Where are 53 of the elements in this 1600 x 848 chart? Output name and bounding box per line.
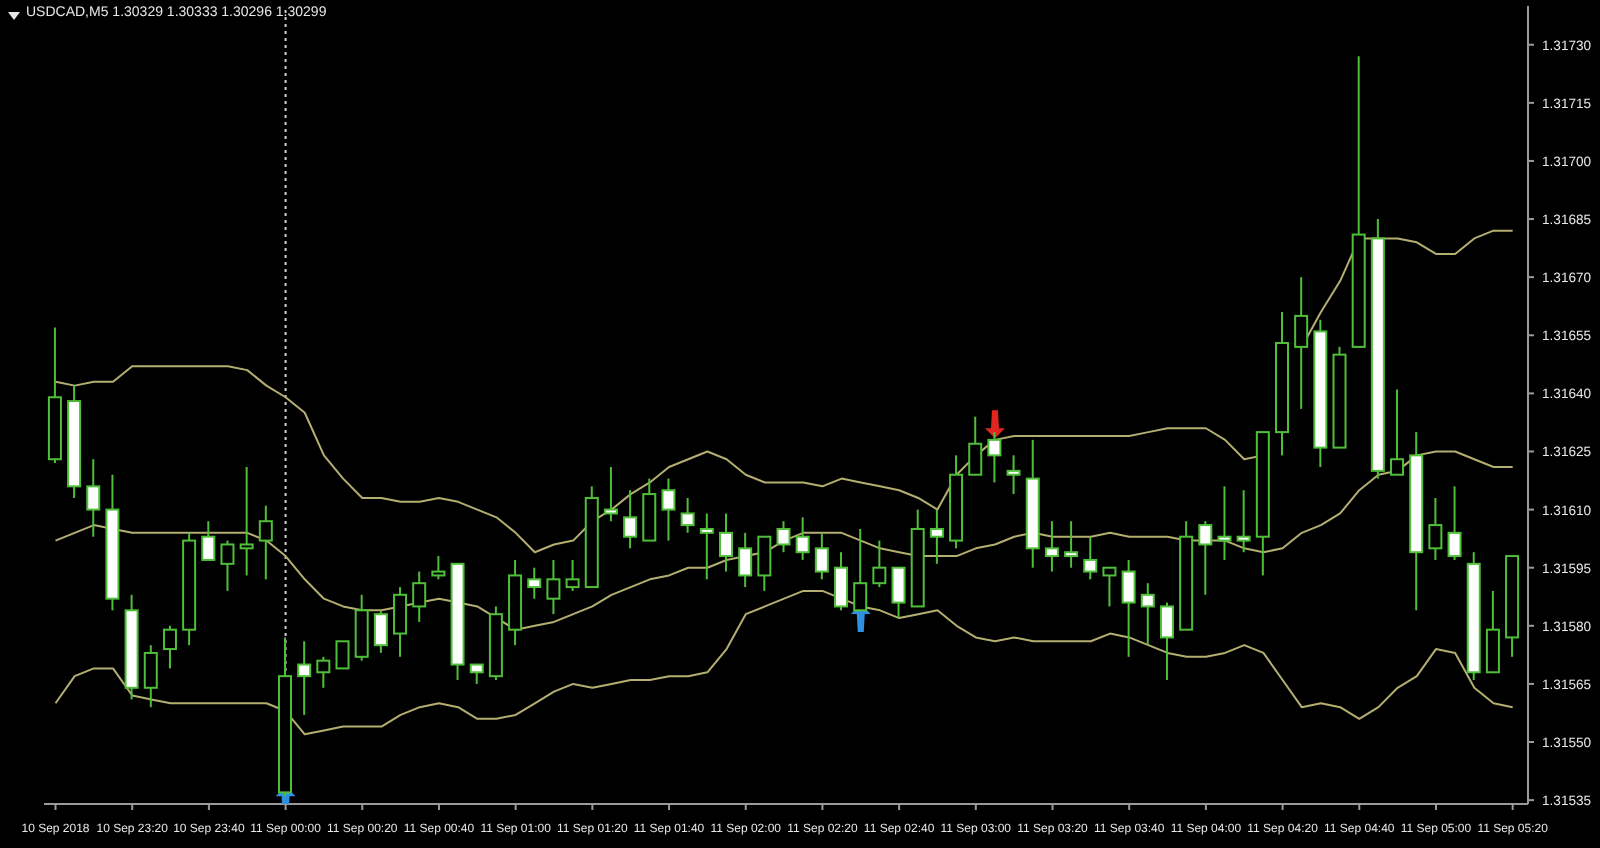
candlestick <box>412 570 427 623</box>
candlestick <box>776 520 791 554</box>
candlestick <box>316 655 331 689</box>
candlestick <box>872 539 887 589</box>
candlestick <box>162 624 177 670</box>
candlestick <box>527 566 542 600</box>
candlestick <box>738 531 753 589</box>
candlestick <box>1428 496 1443 561</box>
candlestick <box>891 566 906 620</box>
candlestick <box>1390 388 1405 476</box>
candlestick <box>1217 485 1232 561</box>
candlestick <box>834 551 849 612</box>
candlestick <box>623 489 638 550</box>
candlestick <box>1294 276 1309 410</box>
candlestick <box>642 477 657 542</box>
candlestick <box>373 609 388 654</box>
candlestick <box>1102 566 1117 608</box>
candlestick <box>1159 601 1174 682</box>
candlestick <box>201 520 216 561</box>
candlestick <box>1083 535 1098 581</box>
candlestick <box>335 640 350 670</box>
candlestick <box>1064 520 1079 569</box>
candlestick <box>929 508 944 565</box>
candlestick <box>1006 454 1021 496</box>
candlestick <box>220 539 235 592</box>
candlestick <box>718 512 733 573</box>
candlestick <box>680 496 695 534</box>
candlestick <box>1485 589 1500 674</box>
candlestick <box>795 516 810 561</box>
candlestick <box>393 586 408 658</box>
point <box>984 410 1005 439</box>
candlestick <box>1121 558 1136 658</box>
candlestick <box>661 477 676 542</box>
candlestick <box>258 504 273 581</box>
candlestick <box>546 558 561 616</box>
candlestick <box>968 415 983 476</box>
candlestick <box>1236 489 1251 554</box>
candlestick <box>699 512 714 581</box>
candlestick <box>1198 520 1213 596</box>
candlestick <box>297 640 312 716</box>
candlestick <box>1140 582 1155 647</box>
candlestick <box>565 558 580 592</box>
candlestick <box>1044 520 1059 573</box>
candlestick <box>143 644 158 709</box>
candlestick <box>239 465 254 577</box>
candlestick <box>431 555 446 581</box>
candlestick <box>469 663 484 685</box>
candlestick <box>757 535 772 592</box>
candlestick <box>86 458 101 538</box>
candlestick <box>1447 485 1462 561</box>
candlestick <box>603 465 618 523</box>
candlestick <box>354 593 369 662</box>
candlestick <box>814 531 829 581</box>
